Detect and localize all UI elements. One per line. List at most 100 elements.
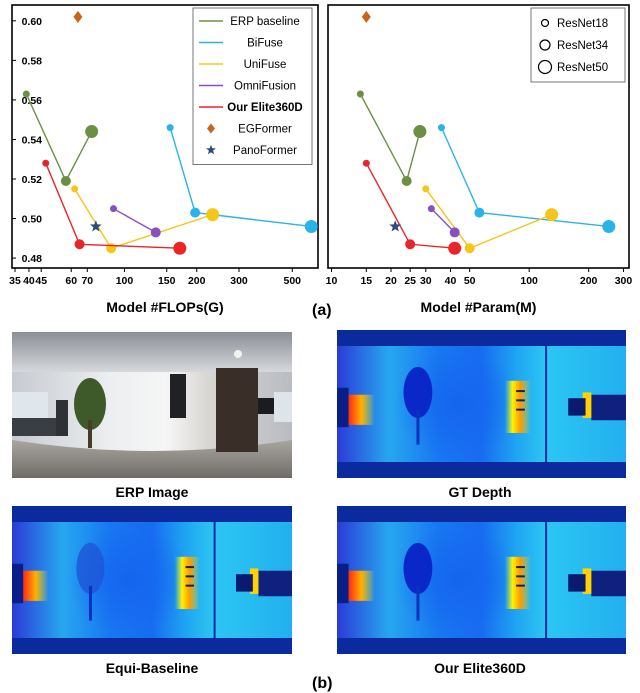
caption-our-elite360d: Our Elite360D: [434, 660, 526, 676]
x-tick-label: 150: [158, 275, 176, 287]
depth-dark-left: [12, 563, 24, 604]
depth-shelf: [185, 566, 194, 569]
y-tick-label: 0.50: [22, 214, 43, 226]
erp-image: [12, 332, 292, 478]
legend-swatch-panoformer: [206, 144, 216, 155]
x-tick-label: 10: [326, 275, 338, 287]
depth-shelf: [516, 575, 525, 578]
bifuse-point: [437, 124, 445, 132]
depth-warm-right: [582, 568, 592, 594]
depth-shelf: [516, 584, 525, 587]
depth-tv: [236, 574, 253, 592]
caption-equi-baseline: Equi-Baseline: [105, 660, 199, 676]
depth-shelf: [185, 584, 194, 587]
legend-label-egformer: EGFormer: [238, 124, 292, 136]
depth-plant: [403, 542, 433, 594]
our-elite360d-point: [448, 241, 462, 255]
depth-door-edge: [545, 522, 548, 638]
depth-dark-left: [337, 563, 349, 604]
depth-plant: [76, 542, 105, 594]
x-axis-label: Model #Param(M): [421, 299, 537, 315]
depth-door-edge: [545, 346, 548, 462]
unifuse-point: [464, 243, 475, 254]
x-tick-label: 300: [230, 275, 248, 287]
our-elite360d-line: [365, 162, 455, 249]
depth-plant: [403, 366, 433, 418]
y-tick-label: 0.58: [22, 55, 43, 67]
series-legend: ERP baseline BiFuse UniFuse OmniFusion Our E…: [192, 7, 313, 165]
depth-warm-mid: [504, 380, 531, 433]
legend-label-erp-baseline: ERP baseline: [230, 16, 299, 28]
x-tick-label: 40: [23, 275, 35, 287]
depth-warm-mid: [174, 556, 200, 609]
x-tick-label: 100: [116, 275, 134, 287]
equi-baseline-image: [12, 506, 292, 654]
erp-baseline-point: [60, 175, 71, 186]
depth-door-edge: [213, 522, 216, 638]
depth-plant-stem: [89, 585, 92, 621]
panoformer-point: [389, 220, 402, 232]
x-tick-label: 200: [580, 275, 598, 287]
our-elite360d-point: [362, 159, 370, 167]
caption-erp-image: ERP Image: [115, 484, 189, 500]
x-tick-label: 50: [464, 275, 476, 287]
erp-baseline-point: [413, 125, 427, 139]
legend-size-resnet18: [540, 18, 550, 28]
legend-size-resnet50: [537, 59, 553, 75]
egformer-point: [361, 10, 371, 23]
flops-chart: 35 40 45 60 70 100 150 200 300 500 Model #FLOPs(G)…: [9, 4, 319, 315]
depth-plant-stem: [416, 585, 420, 621]
y-tick-label: 0.54: [22, 134, 43, 146]
x-tick-label: 60: [65, 275, 77, 287]
x-tick-label: 500: [283, 275, 301, 287]
x-tick-label: 30: [420, 275, 432, 287]
erp-baseline-point: [22, 90, 30, 98]
legend-label-unifuse: UniFuse: [244, 59, 287, 71]
depth-warm-mid: [504, 556, 531, 609]
size-legend: ResNet18 ResNet34 ResNet50: [530, 7, 626, 83]
depth-warm-right: [250, 568, 259, 594]
omnifusion-point: [150, 227, 161, 238]
x-tick-label: 45: [35, 275, 47, 287]
y-tick-label: 0.48: [22, 253, 43, 265]
our-elite360d-point: [42, 159, 50, 167]
depth-dark-right: [591, 394, 626, 421]
depth-shelf: [516, 566, 525, 569]
egformer-point: [73, 10, 83, 23]
x-tick-label: 300: [615, 275, 633, 287]
omnifusion-point: [449, 227, 460, 238]
x-tick-label: 20: [385, 275, 397, 287]
unifuse-point: [71, 185, 79, 193]
plot-frame: [11, 4, 319, 269]
legend-label-resnet18: ResNet18: [557, 18, 608, 30]
legend-size-resnet34: [539, 39, 551, 51]
x-tick-label: 15: [360, 275, 372, 287]
x-tick-label: 40: [445, 275, 457, 287]
bifuse-point: [166, 124, 174, 132]
x-tick-label: 200: [188, 275, 206, 287]
x-tick-label: 35: [9, 275, 21, 287]
omnifusion-line: [430, 208, 456, 233]
depth-dark-right: [591, 570, 626, 597]
depth-shelf: [516, 390, 525, 393]
bifuse-point: [190, 207, 201, 218]
depth-shelf: [185, 575, 194, 578]
depth-shelf: [516, 408, 525, 411]
panel-a-label: (a): [312, 302, 332, 319]
legend-label-resnet34: ResNet34: [557, 40, 609, 52]
depth-dark-left: [337, 387, 349, 428]
depth-tv: [568, 574, 586, 592]
bifuse-point: [602, 219, 616, 233]
unifuse-point: [206, 208, 220, 222]
omnifusion-point: [109, 205, 117, 213]
legend-label-panoformer: PanoFormer: [233, 145, 297, 157]
panoformer-point: [89, 220, 102, 232]
unifuse-point: [422, 185, 430, 193]
depth-plant-stem: [416, 409, 420, 445]
plot-frame: [327, 4, 630, 269]
our-elite360d-image: [337, 506, 626, 654]
unifuse-point: [545, 208, 559, 222]
erp-baseline-point: [85, 125, 99, 139]
depth-tv: [568, 398, 586, 416]
